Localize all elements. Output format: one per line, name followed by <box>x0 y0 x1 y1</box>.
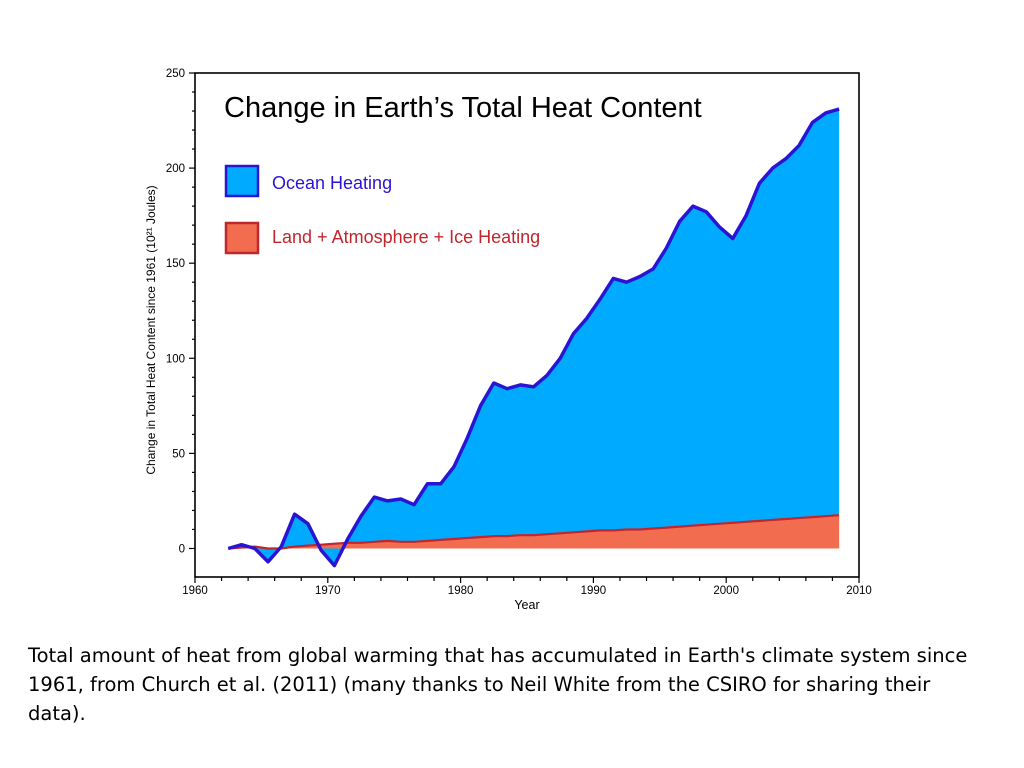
x-tick-label: 2010 <box>846 585 872 597</box>
legend: Ocean Heating Land + Atmosphere + Ice He… <box>224 164 540 255</box>
chart-title: Change in Earth’s Total Heat Content <box>224 92 702 124</box>
x-tick-label: 1960 <box>182 585 208 597</box>
y-tick-label: 200 <box>166 163 185 175</box>
areas-layer <box>227 107 840 568</box>
ocean-line <box>227 107 840 568</box>
heat-content-chart: 1960 1970 1980 1990 2000 2010 0 50 100 150 200 250… <box>144 68 872 612</box>
land-area <box>228 515 840 549</box>
x-tick-label: 1970 <box>315 585 341 597</box>
y-tick-label: 50 <box>172 448 185 460</box>
legend-label-land: Land + Atmosphere + Ice Heating <box>272 227 540 247</box>
x-axis-label: Year <box>514 598 539 612</box>
slide-caption: Total amount of heat from global warming… <box>28 644 968 725</box>
y-axis-ticks: 0 50 100 150 200 250 <box>166 68 195 555</box>
legend-label-ocean: Ocean Heating <box>272 173 392 193</box>
land-line <box>228 514 840 550</box>
ocean-area <box>228 109 840 566</box>
x-tick-label: 1990 <box>581 585 607 597</box>
y-tick-label: 100 <box>166 353 185 365</box>
y-tick-label: 250 <box>166 68 185 80</box>
x-axis-ticks: 1960 1970 1980 1990 2000 2010 <box>182 577 872 597</box>
y-axis-label: Change in Total Heat Content since 1961 … <box>144 185 158 474</box>
x-tick-label: 2000 <box>713 585 739 597</box>
legend-swatch-ocean <box>224 164 260 198</box>
y-tick-label: 0 <box>179 543 185 555</box>
x-tick-label: 1980 <box>448 585 474 597</box>
y-tick-label: 150 <box>166 258 185 270</box>
legend-swatch-land <box>224 221 260 255</box>
